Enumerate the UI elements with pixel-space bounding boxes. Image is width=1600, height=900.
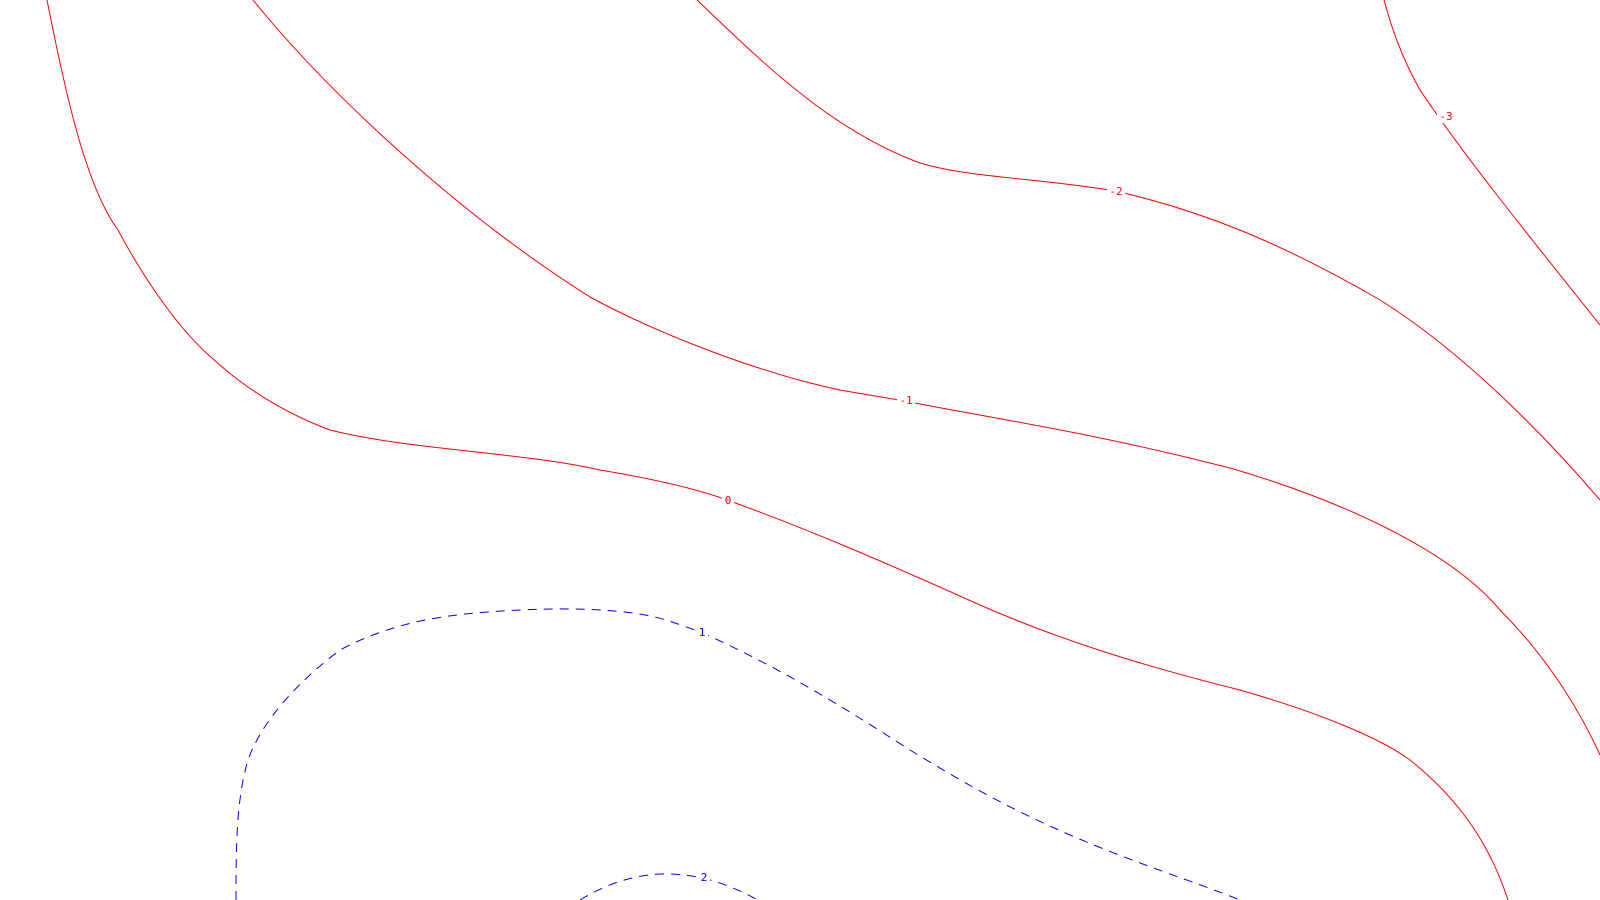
contour-label-plus-2: 2 [701,871,708,884]
contour-label-zero: 0 [725,494,732,507]
contour-label-bg-minus-1 [897,395,915,407]
contour-line-minus-1 [252,0,1600,756]
contour-label-bg-plus-2 [698,872,710,884]
contour-label-bg-minus-3 [1437,111,1455,123]
contour-label-bg-minus-2 [1107,186,1125,198]
contour-label-minus-2: -2 [1109,185,1122,198]
contour-label-minus-1: -1 [899,394,912,407]
contour-line-zero [46,0,1509,900]
contour-label-bg-plus-1 [696,627,708,639]
contour-label-plus-1: 1 [699,626,706,639]
contour-line-plus-2 [579,873,759,900]
contour-line-plus-1 [235,608,1241,900]
contour-label-bg-zero [722,495,734,507]
contour-label-minus-3: -3 [1439,110,1452,123]
